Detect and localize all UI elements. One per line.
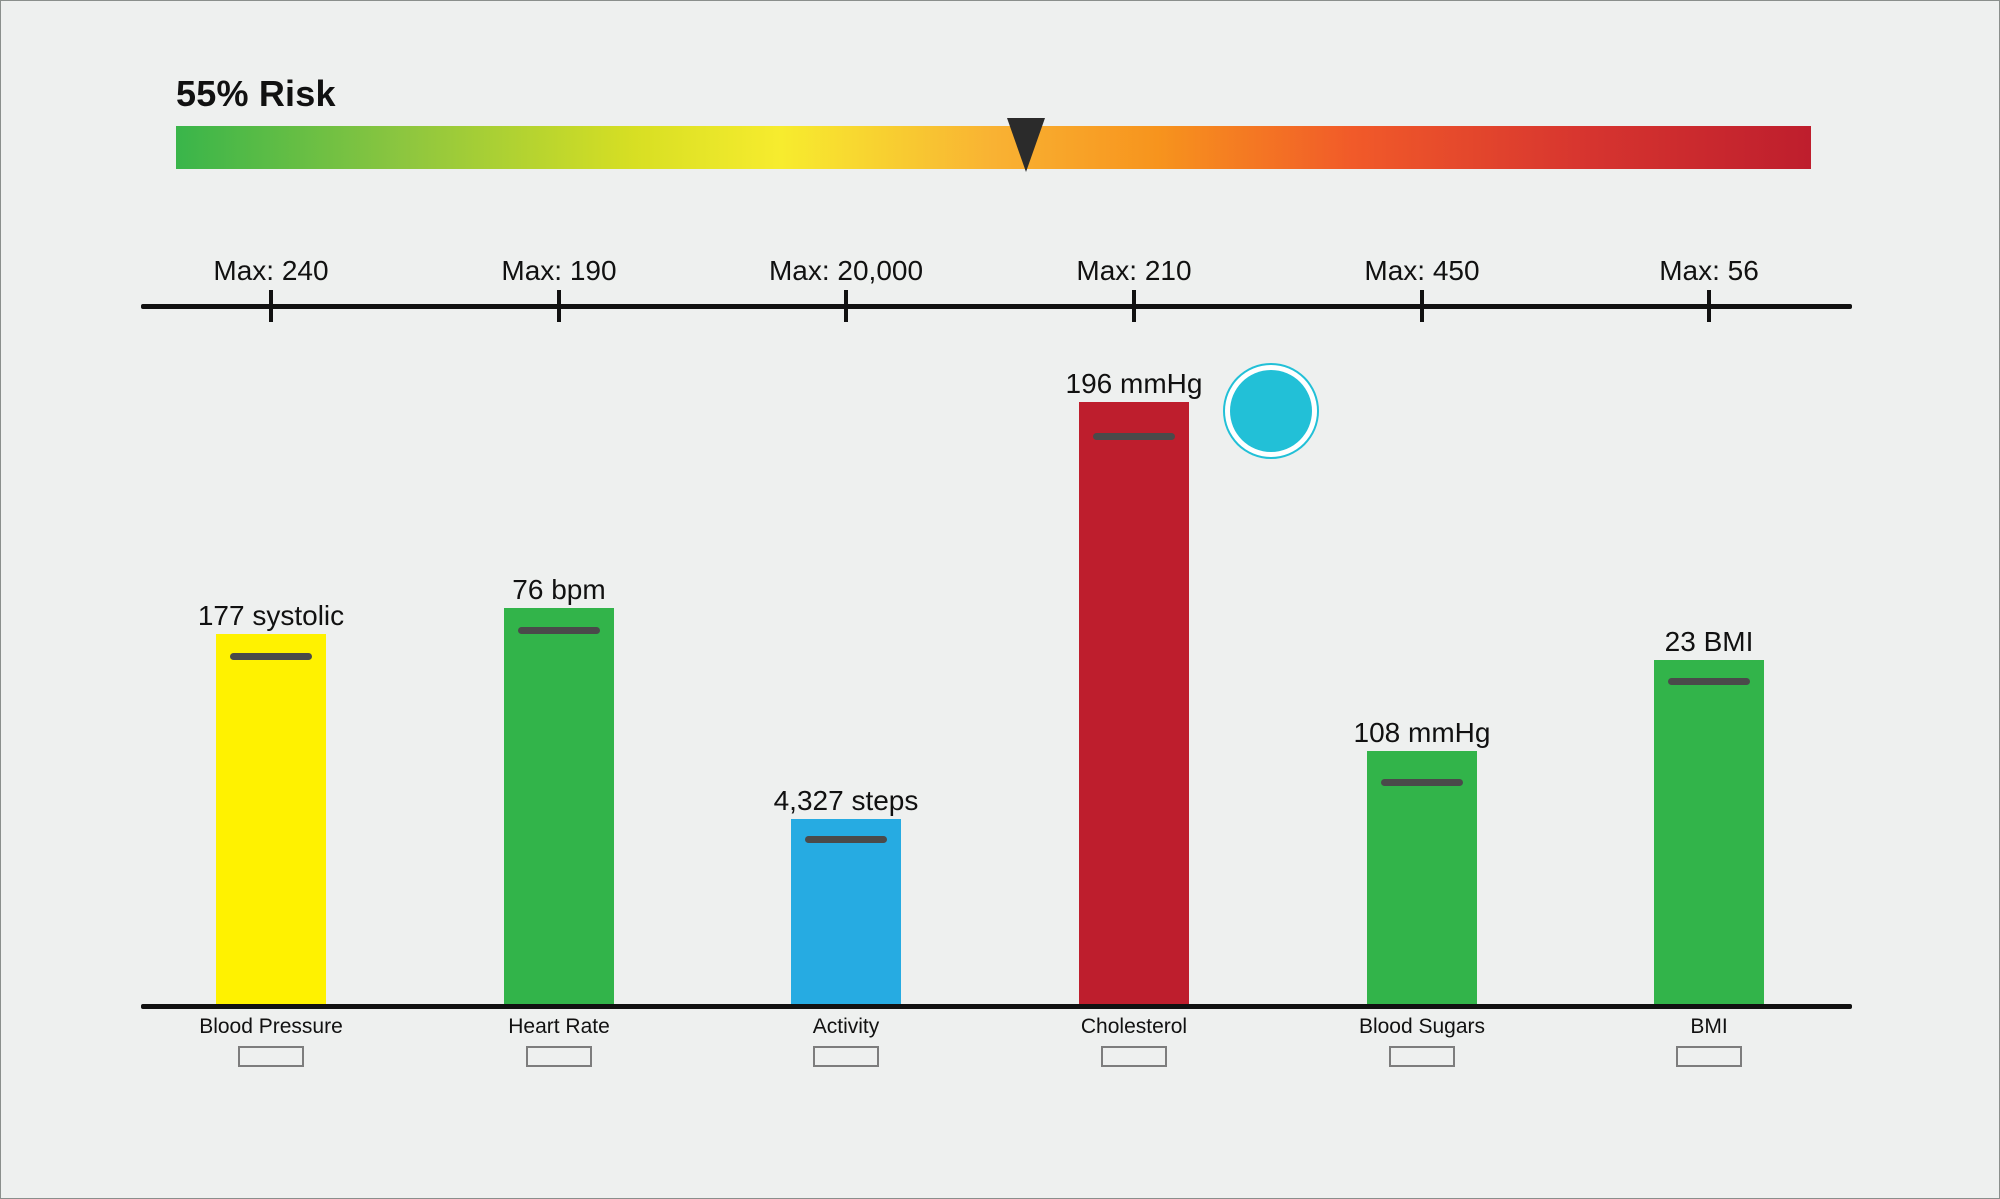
target-line[interactable] <box>1381 779 1463 786</box>
max-label: Max: 56 <box>1659 255 1759 286</box>
target-line[interactable] <box>1093 433 1175 440</box>
max-label: Max: 20,000 <box>768 255 924 286</box>
value-label: 196 mmHg <box>1065 368 1203 399</box>
value-label: 23 BMI <box>1664 626 1754 657</box>
metric-toggle-button[interactable] <box>1101 1046 1167 1067</box>
metric-toggle-button[interactable] <box>1676 1046 1742 1067</box>
scale-tick <box>1420 290 1424 322</box>
value-label: 177 systolic <box>197 600 345 631</box>
metric-toggle-button[interactable] <box>526 1046 592 1067</box>
max-scale-line <box>141 304 1852 309</box>
metric-bar[interactable] <box>216 634 326 1004</box>
scale-tick <box>557 290 561 322</box>
max-label: Max: 190 <box>501 255 617 286</box>
metric-toggle-button[interactable] <box>1389 1046 1455 1067</box>
risk-title: 55% Risk <box>176 73 336 114</box>
metric-toggle-button[interactable] <box>238 1046 304 1067</box>
scale-tick <box>1132 290 1136 322</box>
cursor-indicator-icon <box>1225 365 1317 457</box>
value-label: 76 bpm <box>512 574 606 605</box>
category-label: Blood Pressure <box>199 1015 343 1038</box>
category-label: BMI <box>1690 1015 1728 1038</box>
metric-bar[interactable] <box>791 819 901 1004</box>
metric-bar[interactable] <box>1079 402 1189 1004</box>
risk-gradient-bar <box>176 126 1811 169</box>
category-label: Blood Sugars <box>1358 1015 1486 1038</box>
category-label: Cholesterol <box>1080 1015 1188 1038</box>
target-line[interactable] <box>1668 678 1750 685</box>
metric-toggle-button[interactable] <box>813 1046 879 1067</box>
max-label: Max: 450 <box>1364 255 1480 286</box>
target-line[interactable] <box>230 653 312 660</box>
category-label: Activity <box>812 1015 880 1038</box>
metric-bar[interactable] <box>1367 751 1477 1004</box>
value-label: 108 mmHg <box>1353 717 1491 748</box>
target-line[interactable] <box>805 836 887 843</box>
risk-marker-icon[interactable] <box>1007 118 1046 172</box>
max-label: Max: 210 <box>1076 255 1192 286</box>
metric-bar[interactable] <box>504 608 614 1004</box>
metric-bar[interactable] <box>1654 660 1764 1004</box>
value-label: 4,327 steps <box>773 785 919 816</box>
target-line[interactable] <box>518 627 600 634</box>
baseline <box>141 1004 1852 1009</box>
max-label: Max: 240 <box>213 255 329 286</box>
cursor-indicator-inner <box>1230 370 1312 452</box>
scale-tick <box>269 290 273 322</box>
scale-tick <box>1707 290 1711 322</box>
scale-tick <box>844 290 848 322</box>
category-label: Heart Rate <box>508 1015 610 1038</box>
